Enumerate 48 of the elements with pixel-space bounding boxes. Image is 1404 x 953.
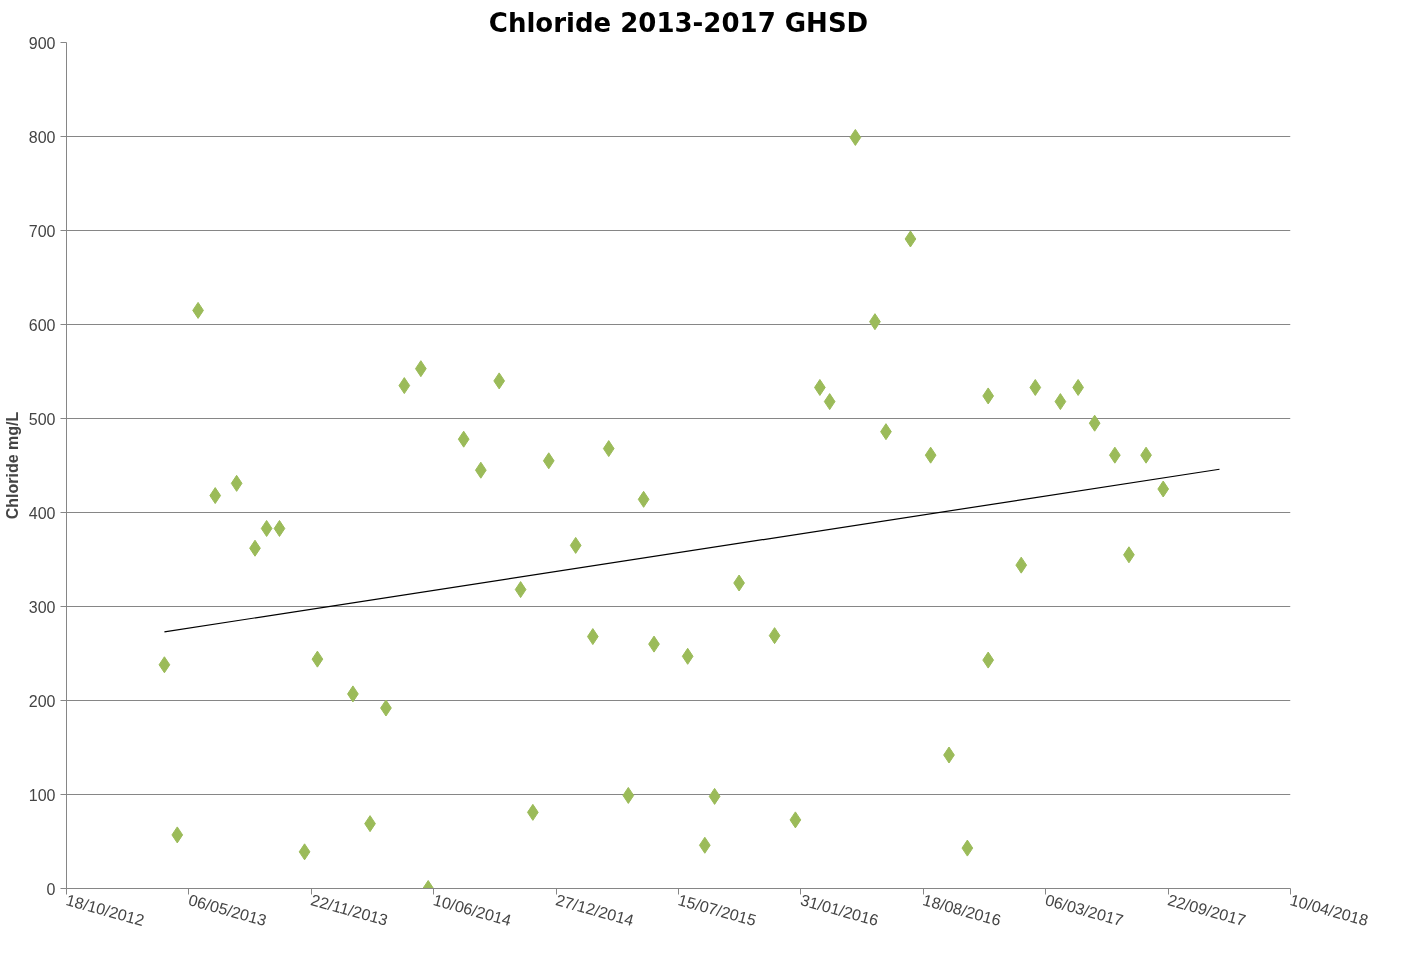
point <box>849 128 862 146</box>
point <box>457 430 470 448</box>
y-tick-label: 0 <box>46 880 56 898</box>
point <box>789 811 802 829</box>
y-tick-label: 500 <box>28 410 56 428</box>
point <box>474 461 487 479</box>
point <box>260 519 273 537</box>
chart-title: Chloride 2013-2017 GHSD <box>488 7 869 38</box>
point <box>768 627 781 645</box>
point <box>602 440 615 458</box>
point <box>586 628 599 646</box>
point <box>1054 393 1067 411</box>
point <box>542 452 555 470</box>
point <box>1157 480 1170 498</box>
y-tick-label: 900 <box>28 34 56 52</box>
point <box>209 487 222 505</box>
y-tick-label: 300 <box>28 598 56 616</box>
y-tick-label: 800 <box>28 128 56 146</box>
point <box>1015 556 1028 574</box>
point <box>569 536 582 554</box>
y-tick-label: 200 <box>28 692 56 710</box>
point <box>298 843 311 861</box>
point <box>158 656 171 674</box>
point <box>311 650 324 668</box>
y-tick-label: 100 <box>28 786 56 804</box>
point <box>1088 414 1101 432</box>
point <box>698 836 711 854</box>
y-tick-label: 600 <box>28 316 56 334</box>
point <box>924 446 937 464</box>
point <box>514 581 527 599</box>
point <box>681 647 694 665</box>
point <box>273 519 286 537</box>
point <box>961 839 974 857</box>
point <box>171 826 184 844</box>
point <box>622 786 635 804</box>
point <box>398 377 411 395</box>
y-tick-label: 400 <box>28 504 56 522</box>
point <box>823 393 836 411</box>
y-axis-title: Chloride mg/L <box>3 411 21 520</box>
point <box>982 651 995 669</box>
point <box>493 372 506 390</box>
y-tick-label: 700 <box>28 222 56 240</box>
point <box>708 787 721 805</box>
point <box>1029 378 1042 396</box>
point <box>982 387 995 405</box>
point <box>904 230 917 248</box>
point <box>637 490 650 508</box>
point <box>230 474 243 492</box>
